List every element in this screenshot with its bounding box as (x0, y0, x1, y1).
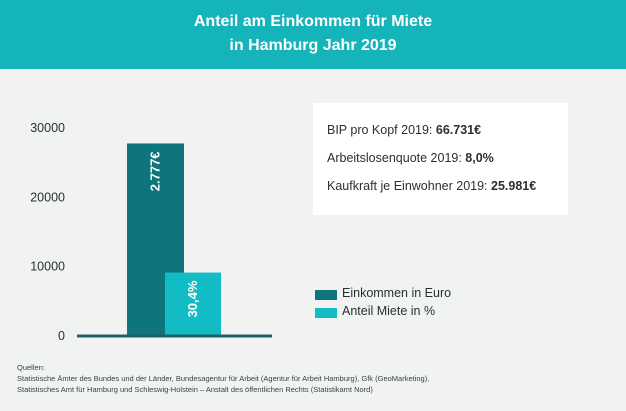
kpi-gdp-per-capita: BIP pro Kopf 2019: 66.731€ (327, 123, 481, 137)
y-tick-label: 20000 (30, 190, 65, 204)
kpi-purchasing-power: Kaufkraft je Einwohner 2019: 25.981€ (327, 179, 536, 193)
bar-label-income: 2.777€ (148, 151, 163, 191)
bar-label-rent-share: 30,4% (185, 280, 200, 317)
legend-label-income: Einkommen in Euro (342, 286, 452, 300)
kpi-unemployment-label: Arbeitslosenquote 2019: (327, 151, 466, 165)
legend-swatch-rent-share (315, 308, 337, 318)
chart-title-line-1: Anteil am Einkommen für Miete (193, 13, 433, 30)
kpi-unemployment-value: 8,0% (465, 151, 494, 165)
legend-label-rent-share: Anteil Miete in % (342, 304, 436, 318)
y-tick-label: 0 (58, 329, 65, 343)
kpi-gdp-value: 66.731€ (435, 123, 482, 137)
chart-header: Anteil am Einkommen für Miete in Hamburg… (0, 0, 626, 69)
kpi-purchasing-power-value: 25.981€ (491, 179, 537, 193)
kpi-gdp-label: BIP pro Kopf 2019: (327, 123, 436, 137)
bar-chart: 0 10000 20000 30000 2.777€ 30,4% (30, 121, 272, 343)
sources-heading: Quellen: (17, 363, 45, 372)
kpi-box: BIP pro Kopf 2019: 66.731€ Arbeitslosenq… (313, 103, 568, 215)
kpi-purchasing-power-label: Kaufkraft je Einwohner 2019: (327, 179, 491, 193)
kpi-unemployment-rate: Arbeitslosenquote 2019: 8,0% (327, 151, 494, 165)
y-tick-label: 10000 (30, 260, 65, 274)
sources-line-2: Statistisches Amt für Hamburg und Schles… (17, 385, 373, 394)
chart-title-line-2: in Hamburg Jahr 2019 (229, 37, 397, 54)
legend-swatch-income (315, 290, 337, 300)
sources-note: Quellen: Statistische Ämter des Bundes u… (17, 362, 617, 395)
y-tick-label: 30000 (30, 121, 65, 135)
bar-rent-share (165, 272, 221, 336)
sources-line-1: Statistische Ämter des Bundes und der Lä… (17, 374, 430, 383)
